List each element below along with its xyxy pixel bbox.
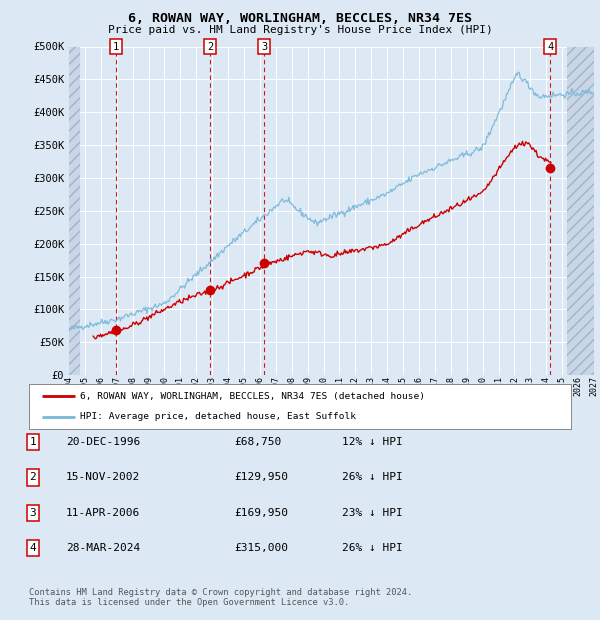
Text: 1: 1 <box>113 42 119 51</box>
Text: Contains HM Land Registry data © Crown copyright and database right 2024.
This d: Contains HM Land Registry data © Crown c… <box>29 588 412 607</box>
Text: 2: 2 <box>207 42 213 51</box>
Text: £68,750: £68,750 <box>234 437 281 447</box>
Text: 26% ↓ HPI: 26% ↓ HPI <box>342 543 403 553</box>
Text: 23% ↓ HPI: 23% ↓ HPI <box>342 508 403 518</box>
Text: £129,950: £129,950 <box>234 472 288 482</box>
Text: 28-MAR-2024: 28-MAR-2024 <box>66 543 140 553</box>
Text: 3: 3 <box>29 508 37 518</box>
Text: 12% ↓ HPI: 12% ↓ HPI <box>342 437 403 447</box>
Text: 4: 4 <box>29 543 37 553</box>
Text: £169,950: £169,950 <box>234 508 288 518</box>
Text: 26% ↓ HPI: 26% ↓ HPI <box>342 472 403 482</box>
Text: 15-NOV-2002: 15-NOV-2002 <box>66 472 140 482</box>
Text: Price paid vs. HM Land Registry's House Price Index (HPI): Price paid vs. HM Land Registry's House … <box>107 25 493 35</box>
Bar <box>69 46 80 375</box>
Text: 4: 4 <box>547 42 553 51</box>
Text: 11-APR-2006: 11-APR-2006 <box>66 508 140 518</box>
Text: 3: 3 <box>261 42 268 51</box>
Text: HPI: Average price, detached house, East Suffolk: HPI: Average price, detached house, East… <box>80 412 356 422</box>
Text: 2: 2 <box>29 472 37 482</box>
Text: 1: 1 <box>29 437 37 447</box>
Bar <box>567 46 594 375</box>
Text: 6, ROWAN WAY, WORLINGHAM, BECCLES, NR34 7ES: 6, ROWAN WAY, WORLINGHAM, BECCLES, NR34 … <box>128 12 472 25</box>
Text: 20-DEC-1996: 20-DEC-1996 <box>66 437 140 447</box>
Text: £315,000: £315,000 <box>234 543 288 553</box>
Text: 6, ROWAN WAY, WORLINGHAM, BECCLES, NR34 7ES (detached house): 6, ROWAN WAY, WORLINGHAM, BECCLES, NR34 … <box>80 392 425 401</box>
